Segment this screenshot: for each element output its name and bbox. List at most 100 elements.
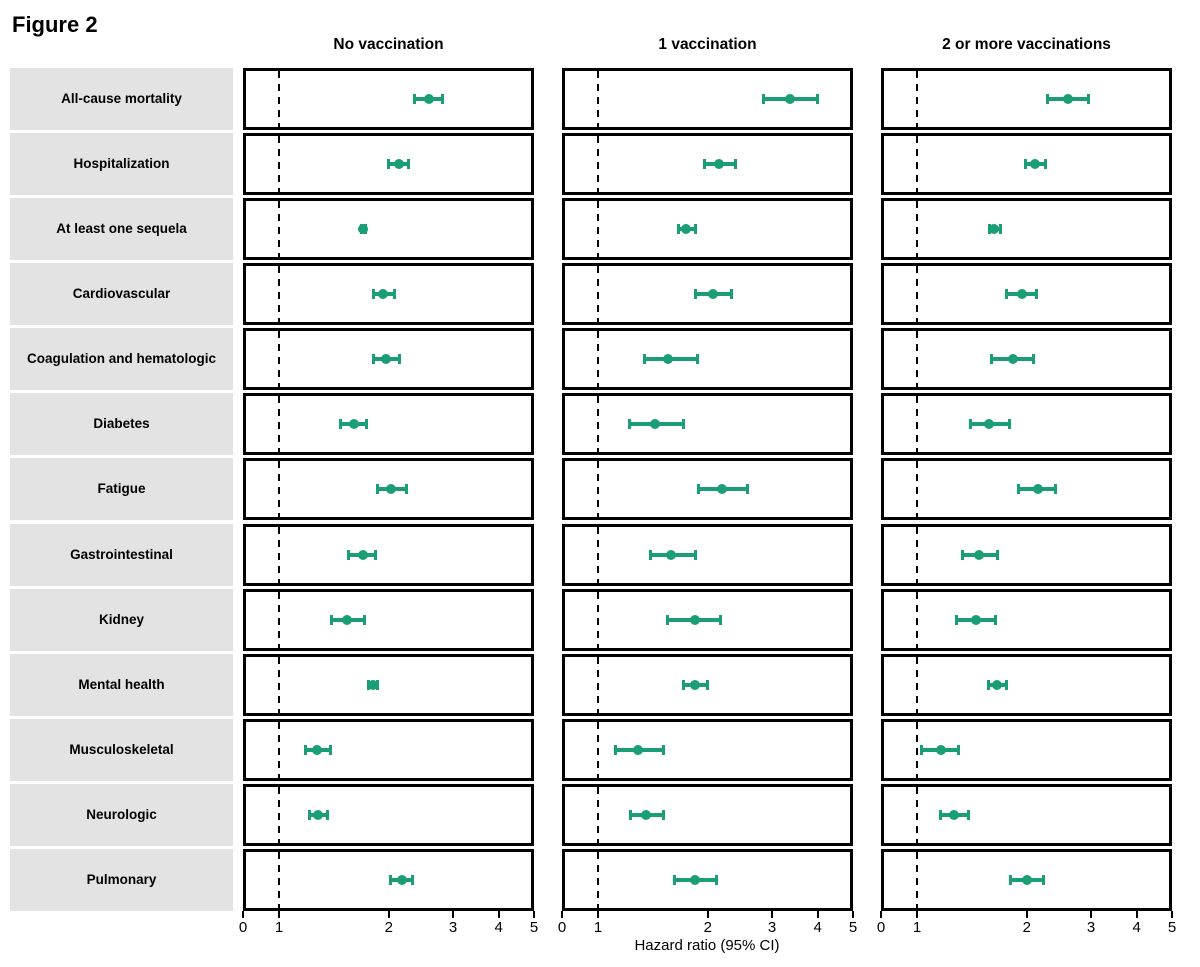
- axis-tick-label: 1: [274, 919, 284, 936]
- hr-point-estimate: [984, 419, 995, 429]
- forest-panel: [243, 719, 534, 781]
- outcome-label: At least one sequela: [10, 198, 233, 260]
- outcome-label: Kidney: [10, 589, 233, 651]
- axis-tick-label: 2: [703, 919, 712, 936]
- forest-panel: [562, 589, 853, 651]
- hr-point-estimate: [633, 745, 644, 755]
- reference-line-hr-1: [596, 136, 600, 192]
- ci-cap: [693, 550, 697, 560]
- ci-cap: [939, 810, 943, 820]
- axis-tick: [452, 911, 455, 918]
- ci-cap: [697, 484, 701, 494]
- hr-point-estimate: [313, 810, 324, 820]
- ci-cap: [966, 810, 970, 820]
- forest-panel: [243, 589, 534, 651]
- forest-panel: [243, 784, 534, 846]
- outcome-label: Neurologic: [10, 784, 233, 846]
- ci-cap: [681, 680, 685, 690]
- ci-cap: [1043, 159, 1047, 169]
- ci-cap: [693, 224, 697, 234]
- ci-cap: [1008, 875, 1012, 885]
- ci-cap: [733, 159, 737, 169]
- hr-point-estimate: [349, 419, 360, 429]
- ci-cap: [326, 810, 330, 820]
- hr-point-estimate: [708, 289, 719, 299]
- ci-cap: [706, 680, 710, 690]
- axis-tick-label: 4: [1132, 919, 1141, 936]
- reference-line-hr-1: [596, 331, 600, 387]
- outcome-label: Gastrointestinal: [10, 524, 233, 586]
- axis-tick: [706, 911, 709, 918]
- outcome-label: Diabetes: [10, 393, 233, 455]
- hr-point-estimate: [714, 159, 725, 169]
- ci-cap: [681, 419, 685, 429]
- ci-cap: [614, 745, 618, 755]
- hr-point-estimate: [378, 289, 389, 299]
- forest-panel: [562, 68, 853, 130]
- forest-panel: [881, 589, 1172, 651]
- hr-point-estimate: [358, 550, 369, 560]
- outcome-label: Hospitalization: [10, 133, 233, 195]
- ci-cap: [746, 484, 750, 494]
- axis-tick-label: 3: [1086, 919, 1096, 936]
- column-header-2-or-more-vaccinations: 2 or more vaccinations: [942, 36, 1111, 53]
- ci-cap: [407, 159, 411, 169]
- hr-point-estimate: [649, 419, 660, 429]
- axis-tick-label: 2: [1022, 919, 1031, 936]
- reference-line-hr-1: [915, 136, 919, 192]
- forest-panel: [243, 524, 534, 586]
- hr-point-estimate: [380, 354, 391, 364]
- reference-line-hr-1: [915, 331, 919, 387]
- ci-cap: [642, 354, 646, 364]
- ci-cap: [714, 875, 718, 885]
- ci-cap: [1005, 680, 1009, 690]
- outcome-label: All-cause mortality: [10, 68, 233, 130]
- hr-point-estimate: [989, 224, 1000, 234]
- ci-cap: [676, 224, 680, 234]
- forest-panel: [881, 263, 1172, 325]
- hr-point-estimate: [717, 484, 728, 494]
- hr-point-estimate: [386, 484, 397, 494]
- ci-cap: [672, 875, 676, 885]
- ci-cap: [404, 484, 408, 494]
- ci-cap: [1007, 419, 1011, 429]
- axis-tick: [533, 911, 535, 918]
- forest-panel: [243, 849, 534, 911]
- reference-line-hr-1: [915, 657, 919, 713]
- reference-line-hr-1: [915, 592, 919, 648]
- axis-tick: [1025, 911, 1028, 918]
- hr-point-estimate: [1032, 484, 1043, 494]
- ci-cap: [365, 419, 369, 429]
- forest-panel: [243, 328, 534, 390]
- ci-cap: [960, 550, 964, 560]
- ci-cap: [719, 615, 723, 625]
- forest-panel: [562, 133, 853, 195]
- ci-cap: [440, 94, 444, 104]
- ci-cap: [1023, 159, 1027, 169]
- reference-line-hr-1: [277, 461, 281, 517]
- axis-tick-label: 4: [494, 919, 503, 936]
- ci-cap: [628, 419, 631, 429]
- ci-cap: [387, 159, 391, 169]
- reference-line-hr-1: [596, 71, 600, 127]
- axis-tick: [497, 911, 500, 918]
- ci-cap: [371, 354, 375, 364]
- hr-point-estimate: [342, 615, 353, 625]
- hr-point-estimate: [689, 615, 700, 625]
- axis-tick-label: 1: [593, 919, 603, 936]
- outcome-label: Cardiovascular: [10, 263, 233, 325]
- forest-panel: [243, 654, 534, 716]
- forest-panel: [562, 719, 853, 781]
- forest-panel: [243, 133, 534, 195]
- forest-panel: [562, 784, 853, 846]
- ci-cap: [307, 810, 311, 820]
- hr-point-estimate: [1030, 159, 1041, 169]
- ci-cap: [693, 289, 697, 299]
- axis-tick-label: 5: [848, 919, 858, 936]
- axis-tick: [852, 911, 854, 918]
- axis-tick: [597, 911, 599, 918]
- outcome-label: Musculoskeletal: [10, 719, 233, 781]
- forest-panel: [881, 133, 1172, 195]
- reference-line-hr-1: [915, 201, 919, 257]
